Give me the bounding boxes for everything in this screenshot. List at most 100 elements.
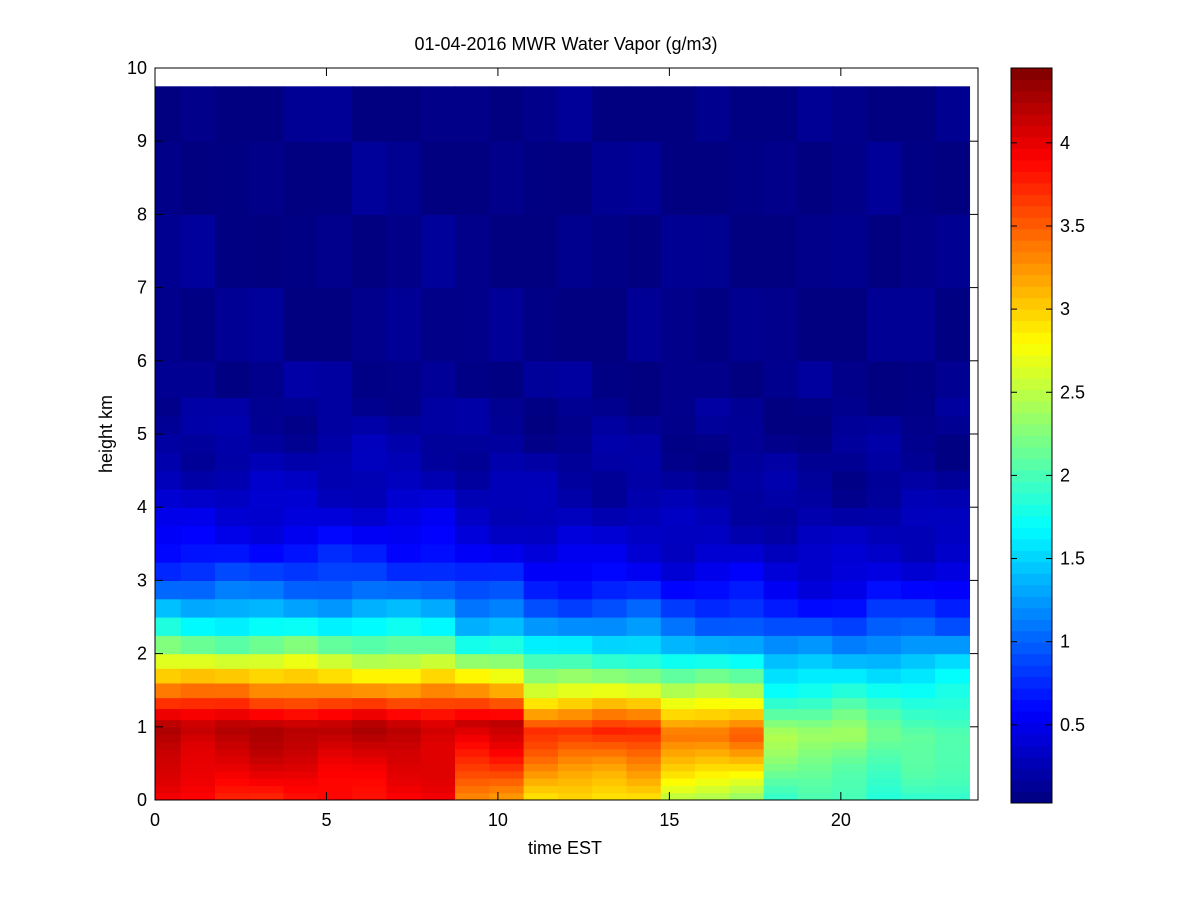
heatmap-cell [215, 141, 250, 215]
heatmap-cell [180, 635, 216, 655]
heatmap-cell [215, 682, 250, 699]
heatmap-cell [386, 668, 422, 684]
heatmap-cell [695, 214, 730, 289]
colorbar-tick-label: 2 [1060, 465, 1070, 485]
heatmap-cell [420, 580, 456, 600]
heatmap-cell [626, 770, 662, 779]
heatmap-cell [900, 141, 936, 215]
heatmap-cell [626, 756, 662, 764]
colorbar-segment [1011, 653, 1052, 666]
colorbar-segment [1011, 113, 1052, 126]
colorbar-segment [1011, 79, 1052, 92]
heatmap-cell [660, 741, 696, 750]
heatmap-cell [455, 635, 490, 655]
heatmap-cell [455, 452, 490, 472]
heatmap-cell [935, 507, 971, 527]
heatmap-cell [557, 86, 593, 142]
heatmap-cell [386, 360, 422, 398]
colorbar-segment [1011, 251, 1052, 264]
colorbar-segment [1011, 424, 1052, 436]
heatmap-cell [489, 778, 525, 786]
heatmap-cell [797, 214, 833, 289]
heatmap-cell [592, 770, 628, 779]
heatmap-cell [180, 214, 216, 289]
heatmap-cell [763, 719, 799, 728]
heatmap-cell [866, 452, 902, 472]
heatmap-cell [695, 562, 730, 581]
colorbar-segment [1011, 607, 1052, 620]
heatmap-cell [695, 697, 730, 710]
heatmap-cell [900, 734, 936, 743]
heatmap-cell [866, 415, 902, 435]
heatmap-cell [249, 719, 285, 728]
heatmap-cell [155, 525, 182, 545]
heatmap-cell [797, 580, 833, 600]
heatmap-cell [832, 617, 868, 636]
heatmap-cell [797, 543, 833, 563]
heatmap-cell [592, 287, 628, 362]
heatmap-cell [832, 488, 868, 508]
heatmap-cell [592, 598, 628, 618]
heatmap-cell [763, 507, 799, 527]
heatmap-cell [386, 726, 422, 735]
heatmap-cell [180, 141, 216, 215]
heatmap-cell [489, 792, 525, 800]
heatmap-cell [695, 763, 730, 772]
heatmap-cell [352, 708, 388, 721]
heatmap-cell [420, 741, 456, 750]
heatmap-cell [797, 415, 833, 435]
heatmap-cell [660, 415, 696, 435]
heatmap-cell [455, 415, 490, 435]
heatmap-cell [489, 756, 525, 764]
heatmap-cell [249, 734, 285, 743]
heatmap-cell [763, 397, 799, 417]
heatmap-cell [660, 653, 696, 669]
heatmap-cell [155, 708, 182, 721]
y-tick-label: 9 [137, 131, 147, 151]
colorbar-tick-label: 3 [1060, 299, 1070, 319]
heatmap-cell [592, 580, 628, 600]
colorbar-segment [1011, 401, 1052, 414]
colorbar-segment [1011, 619, 1052, 632]
heatmap-cell [249, 763, 285, 772]
heatmap-cell [695, 792, 730, 800]
heatmap-cell [283, 525, 319, 545]
heatmap-cell [935, 86, 971, 142]
heatmap-cell [557, 488, 593, 508]
heatmap-cell [729, 397, 765, 417]
heatmap-cell [900, 756, 936, 764]
heatmap-cell [455, 470, 490, 490]
heatmap-cell [283, 770, 319, 779]
heatmap-cell [180, 360, 216, 398]
heatmap-cell [935, 734, 971, 743]
heatmap-cell [317, 682, 353, 699]
heatmap-cell [283, 668, 319, 684]
heatmap-cell [283, 434, 319, 453]
heatmap-cell [866, 562, 902, 581]
heatmap-cell [249, 452, 285, 472]
heatmap-cell [935, 141, 971, 215]
heatmap-cell [695, 719, 730, 728]
heatmap-cell [729, 748, 765, 757]
heatmap-cell [866, 86, 902, 142]
heatmap-cell [797, 434, 833, 453]
heatmap-cell [352, 719, 388, 728]
heatmap-cell [557, 287, 593, 362]
heatmap-cell [155, 792, 182, 800]
heatmap-cell [729, 770, 765, 779]
heatmap-cell [763, 360, 799, 398]
heatmap-cell [797, 682, 833, 699]
heatmap-cell [352, 507, 388, 527]
heatmap-cell [420, 770, 456, 779]
heatmap-cell [592, 507, 628, 527]
heatmap-cell [557, 697, 593, 710]
colorbar-segment [1011, 182, 1052, 195]
heatmap-cell [283, 141, 319, 215]
heatmap-cell [557, 653, 593, 669]
heatmap-cell [660, 214, 696, 289]
heatmap-cell [455, 580, 490, 600]
heatmap-cell [455, 792, 490, 800]
heatmap-cell [180, 617, 216, 636]
heatmap-cell [592, 785, 628, 794]
heatmap-cell [352, 141, 388, 215]
